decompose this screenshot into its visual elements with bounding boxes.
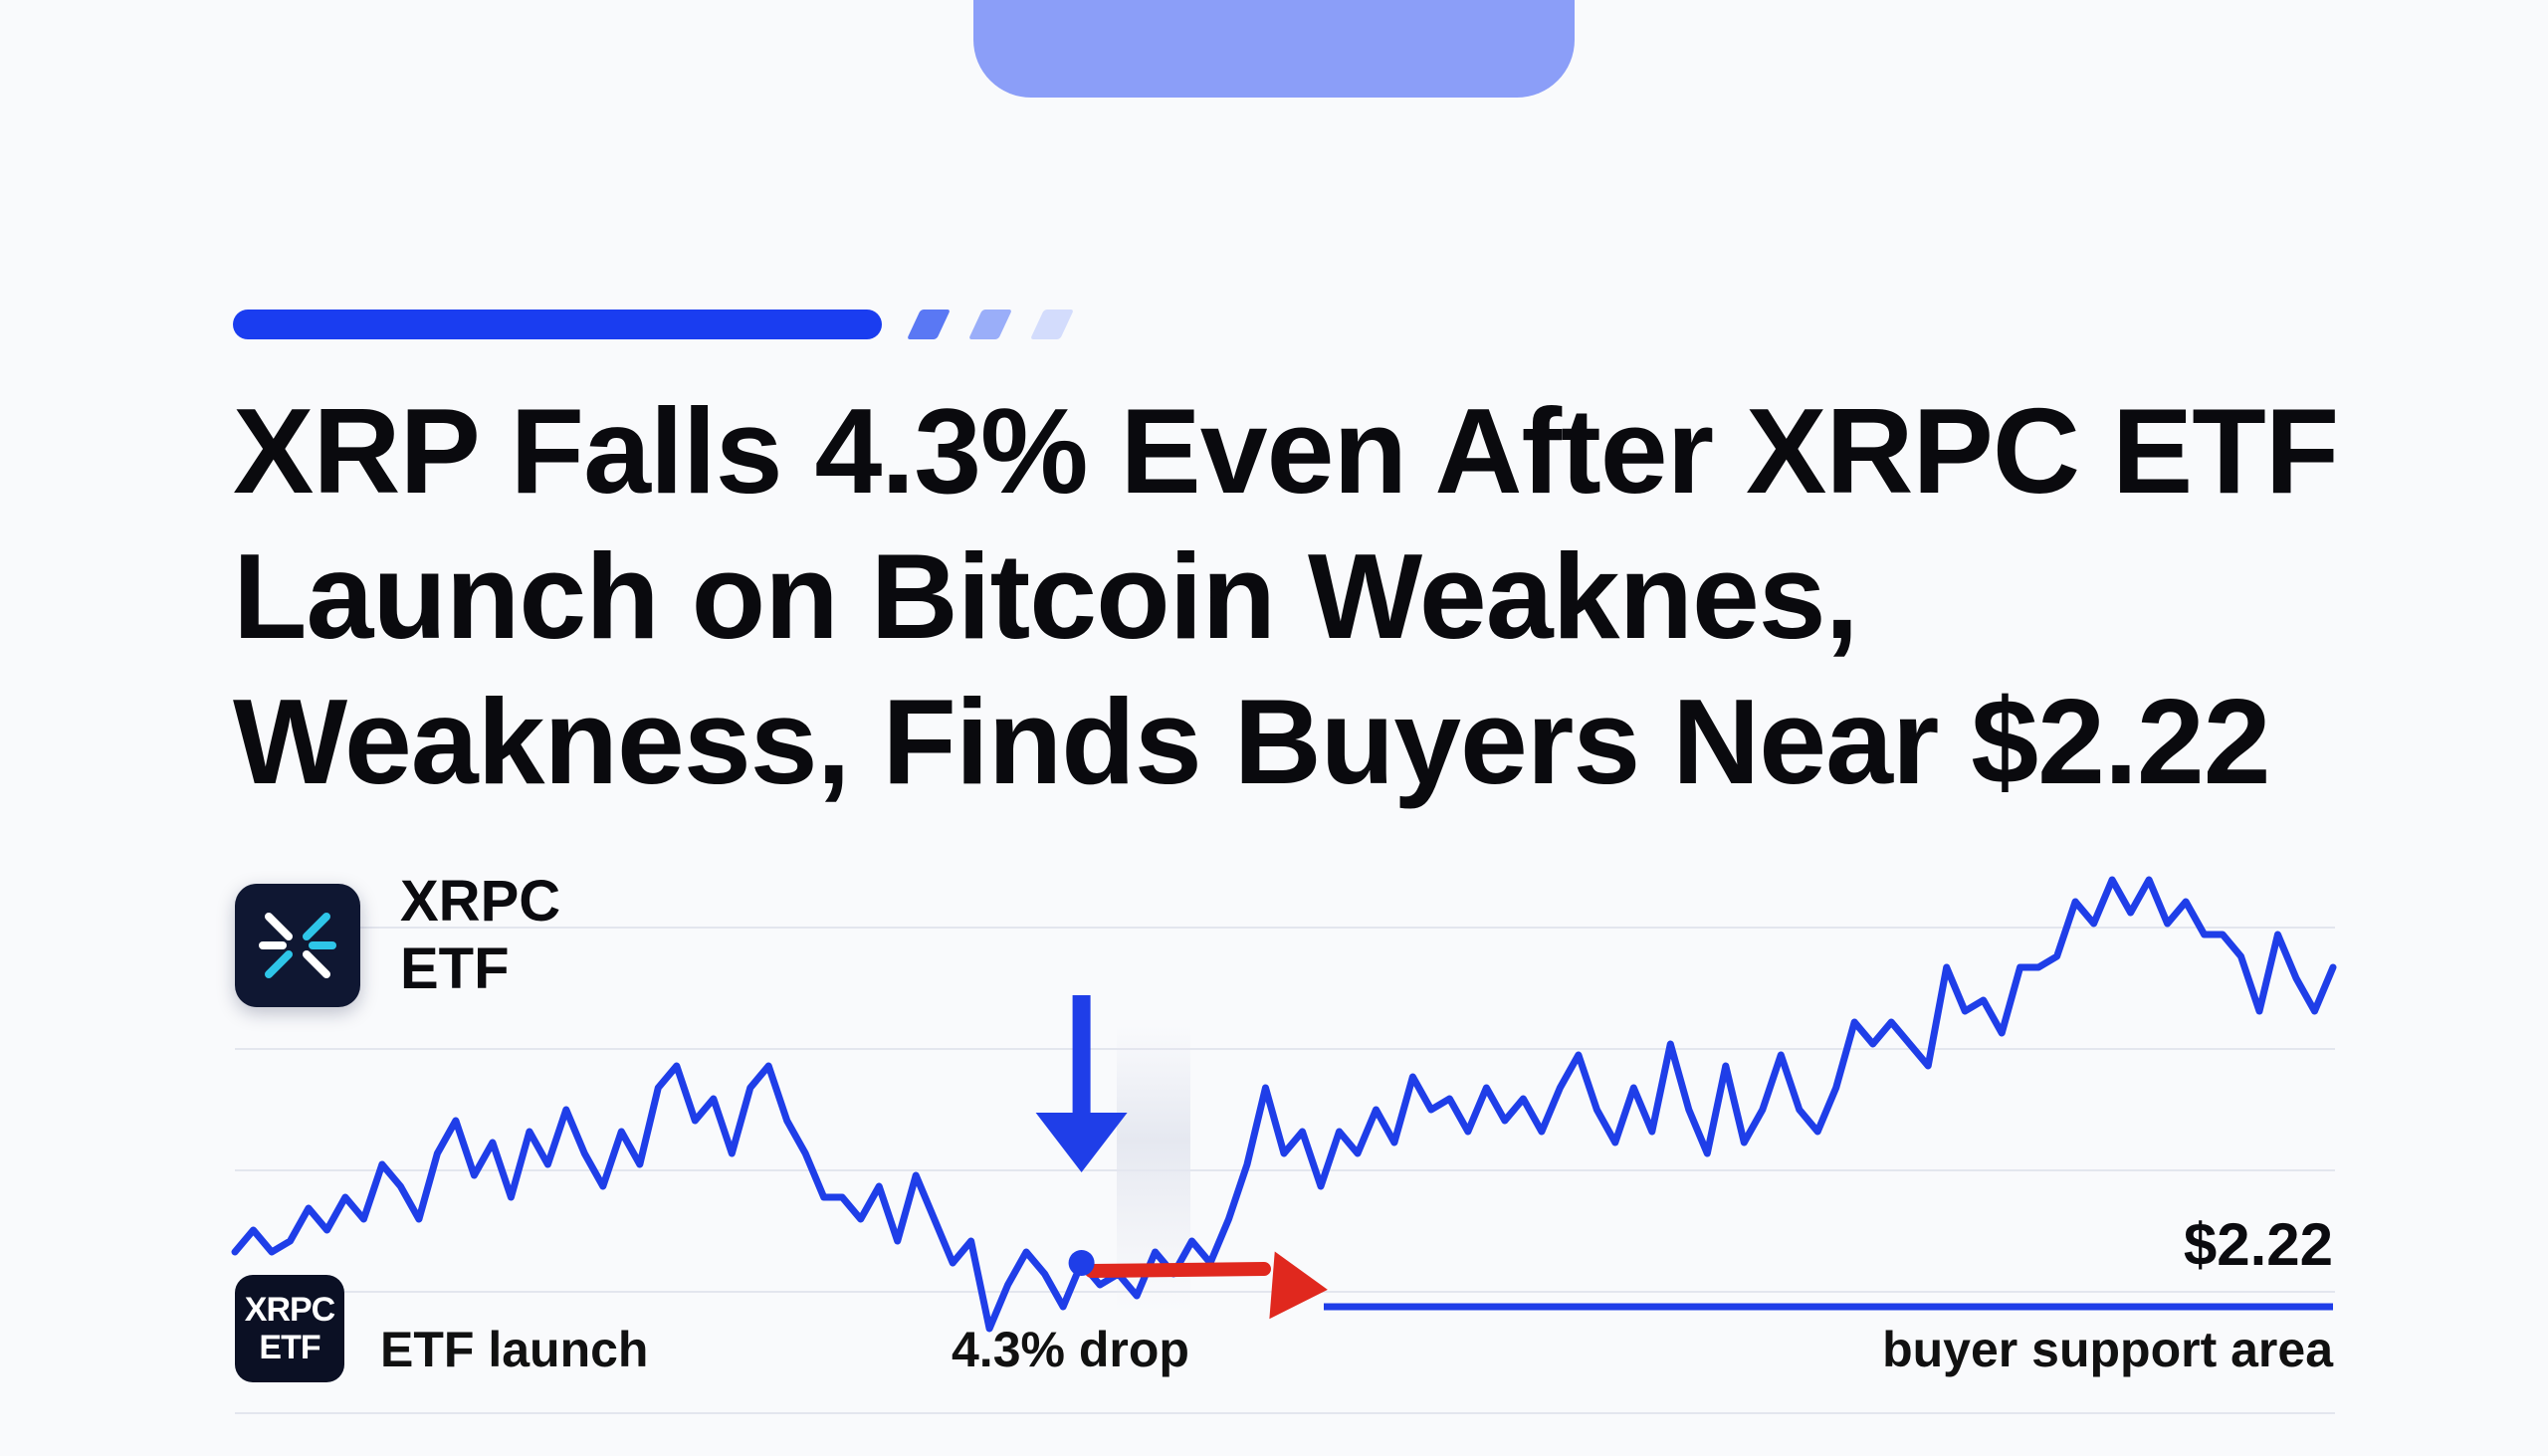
launch-point	[1068, 1250, 1095, 1276]
headline-line-1: XRP Falls 4.3% Even After XRPC ETF	[233, 383, 2339, 519]
top-tab-decoration	[973, 0, 1575, 98]
headline-line-3: Weakness, Finds Buyers Near $2.22	[233, 674, 2271, 809]
xrpc-etf-badge: XRPC ETF	[235, 1275, 344, 1382]
price-series-line	[231, 876, 2337, 1333]
accent-bar	[233, 310, 882, 339]
support-area-label: buyer support area	[1882, 1322, 2333, 1377]
support-price-label: $2.22	[2183, 1211, 2333, 1278]
etf-badge-line-1: XRPC	[244, 1291, 335, 1329]
etf-badge-line-2: ETF	[259, 1329, 320, 1366]
etf-name-line-2: ETF	[400, 936, 510, 1001]
headline-line-2: Launch on Bitcoin Weaknes,	[233, 528, 1859, 664]
launch-arrow-icon	[1035, 995, 1128, 1172]
etf-name-line-1: XRPC	[400, 869, 561, 934]
xrpc-etf-logo-icon	[235, 884, 360, 1007]
headline: XRP Falls 4.3% Even After XRPC ETF Launc…	[233, 378, 2423, 814]
chart-grid	[235, 927, 2335, 1414]
etf-name: XRPC ETF	[400, 868, 560, 1003]
drop-arrow-icon	[1084, 1251, 1328, 1320]
etf-launch-label: ETF launch	[380, 1322, 649, 1377]
drop-label: 4.3% drop	[952, 1322, 1189, 1377]
